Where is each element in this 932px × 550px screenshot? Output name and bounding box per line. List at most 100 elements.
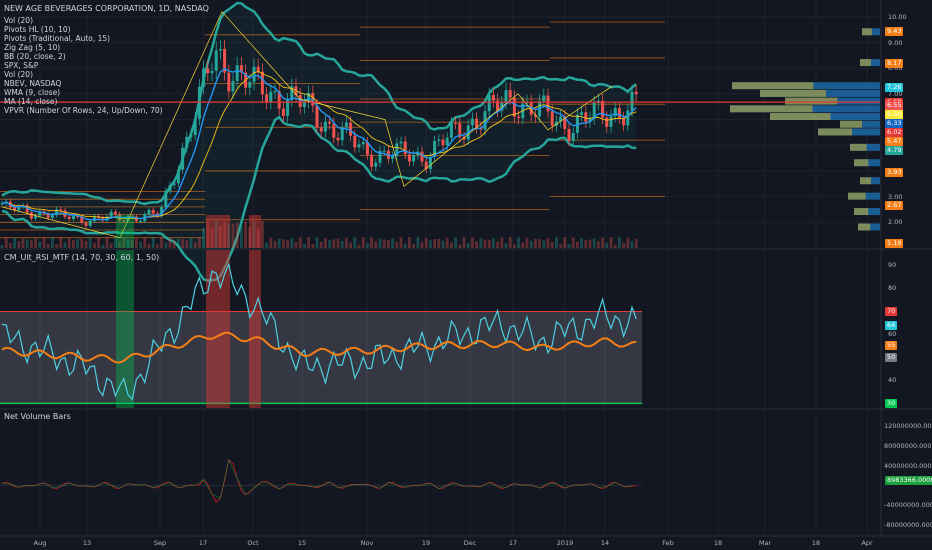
rsi-signal-line [1,331,637,364]
volume-bar [319,241,323,248]
indicator-label[interactable]: VPVR (Number Of Rows, 24, Up/Down, 70) [4,106,163,115]
candle-body [601,100,605,118]
volume-bar [88,237,92,248]
candle-body [374,162,378,167]
oversold-zone [116,250,134,408]
candle-body [311,92,315,106]
price-axis-label: 7.00 [888,89,903,98]
volume-profile-bar [770,113,831,121]
volume-bar [235,222,239,248]
candle-body [445,137,449,146]
wma-line [1,67,637,221]
indicator-label[interactable]: WMA (9, close) [4,88,61,97]
rsi-axis-label: 60 [888,330,897,339]
volume-profile-bar [848,192,866,200]
volume-profile-bar [730,105,813,113]
volume-bar [185,240,189,248]
volume-bar [416,237,420,248]
candle-body [609,116,613,127]
volume-bar [143,237,147,248]
x-tick-label: 18 [713,539,723,547]
volume-bar [282,239,285,248]
zigzag-line [1,11,613,239]
candle-body [357,144,361,148]
candle-body [428,156,432,170]
volume-bar [366,243,369,248]
overbought-zone [249,250,261,408]
volume-bar [122,238,126,248]
volume-profile-bar [854,159,880,167]
candle-body [265,94,269,103]
indicator-label[interactable]: Pivots (Traditional, Auto, 15) [4,34,111,43]
candle-body [139,221,143,223]
volume-bar [563,237,567,248]
volume-profile-bar [858,223,871,231]
candle-body [252,66,256,83]
x-tick-label: 2019 [556,539,574,547]
candle-body [109,211,113,217]
x-tick-label: 19 [421,539,431,547]
x-tick-label: Aug [33,539,47,547]
candle-body [260,71,264,95]
volume-bar [559,244,562,248]
volume-bar [67,237,71,248]
volume-bar [395,241,399,248]
rsi-tag: 30 [885,398,898,408]
candle-body [491,94,495,101]
volume-bar [630,240,634,248]
volume-bar [580,238,583,248]
x-tick-label: Dec [463,539,477,547]
volume-bar [450,242,453,248]
bollinger-upper [1,1,638,206]
candle-body [0,203,4,205]
indicator-label[interactable]: Zig Zag (5, 10) [4,43,61,52]
volume-profile-bar [860,59,871,67]
candle-body [168,184,172,191]
volume-bar [382,239,386,248]
indicator-label[interactable]: Vol (20) [4,16,34,25]
candle-body [567,128,571,141]
candle-body [231,81,235,92]
candle-body [533,114,537,117]
candle-body [554,121,558,126]
candle-body [407,154,411,162]
volume-bar [622,242,625,248]
price-tag: 6.50 [885,109,904,119]
bollinger-lower [1,115,637,282]
volume-profile-bar [860,59,880,67]
candle-body [454,122,458,124]
volume-bar [370,237,373,248]
volume-profile-bar [862,28,880,36]
indicator-label[interactable]: MA (14, close) [4,97,58,106]
indicator-label[interactable]: Pivots HL (10, 10) [4,25,71,34]
volume-bar [433,239,436,248]
indicator-label[interactable]: Vol (20) [4,70,34,79]
candle-body [286,99,290,117]
volume-bar [412,244,415,248]
volume-bar [17,241,21,248]
candle-body [214,50,218,71]
price-tag: 7.26 [885,82,904,92]
candle-body [323,121,327,132]
indicator-label[interactable]: SPX, S&P [4,61,39,70]
candle-body [353,135,357,148]
volume-bar [269,237,273,248]
candle-body [613,108,617,117]
candle-body [235,65,239,82]
candle-body [365,142,369,155]
candle-body [160,207,164,216]
candle-body [382,150,386,152]
indicator-label[interactable]: NBEV, NASDAQ [4,79,62,88]
volume-bar [458,244,462,248]
candle-body [38,211,42,216]
volume-bar [328,240,331,248]
volume-bar [160,237,163,248]
volume-bar [93,242,96,248]
volume-profile-bar [850,143,880,151]
candle-body [34,215,38,219]
indicator-label[interactable]: BB (20, close, 2) [4,52,66,61]
candle-body [361,142,365,145]
price-tag: 8.17 [885,59,904,69]
volume-bar [466,243,470,248]
volume-bar [156,244,159,248]
